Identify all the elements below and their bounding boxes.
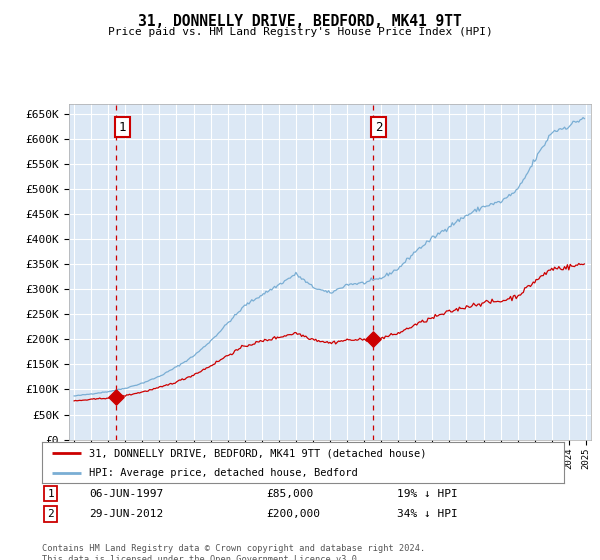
Text: HPI: Average price, detached house, Bedford: HPI: Average price, detached house, Bedf… (89, 468, 358, 478)
Text: 31, DONNELLY DRIVE, BEDFORD, MK41 9TT (detached house): 31, DONNELLY DRIVE, BEDFORD, MK41 9TT (d… (89, 449, 427, 458)
Point (111, 393, 121, 402)
Text: Price paid vs. HM Land Registry's House Price Index (HPI): Price paid vs. HM Land Registry's House … (107, 27, 493, 37)
Text: 19% ↓ HPI: 19% ↓ HPI (397, 489, 458, 498)
Text: 1: 1 (118, 120, 126, 134)
Text: 31, DONNELLY DRIVE, BEDFORD, MK41 9TT: 31, DONNELLY DRIVE, BEDFORD, MK41 9TT (138, 14, 462, 29)
Text: Contains HM Land Registry data © Crown copyright and database right 2024.
This d: Contains HM Land Registry data © Crown c… (42, 544, 425, 560)
Text: £85,000: £85,000 (266, 489, 314, 498)
Text: £200,000: £200,000 (266, 509, 320, 519)
Text: 06-JUN-1997: 06-JUN-1997 (89, 489, 163, 498)
Text: 1: 1 (47, 489, 54, 498)
Point (368, 335, 377, 344)
Text: 34% ↓ HPI: 34% ↓ HPI (397, 509, 458, 519)
Text: 2: 2 (375, 120, 383, 134)
Text: 2: 2 (47, 509, 54, 519)
Text: 29-JUN-2012: 29-JUN-2012 (89, 509, 163, 519)
